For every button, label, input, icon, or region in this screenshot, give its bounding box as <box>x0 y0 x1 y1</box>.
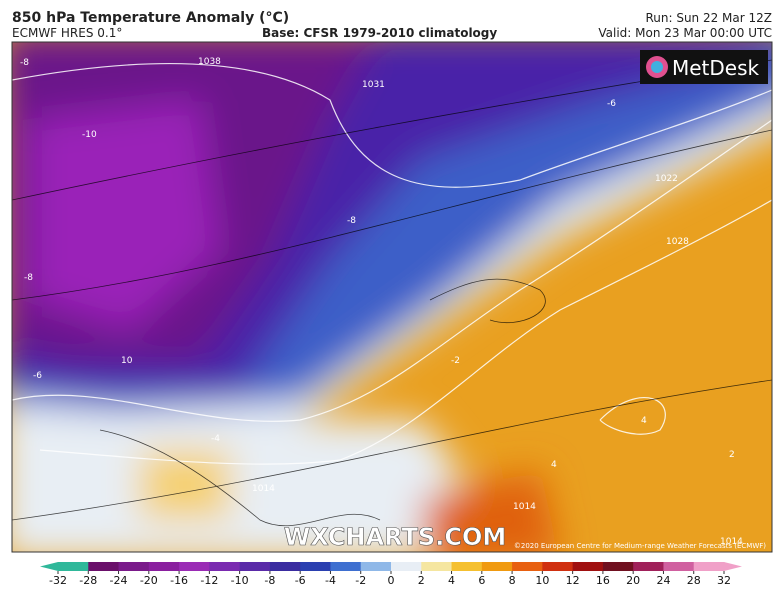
colorbar-tick-label: 4 <box>448 574 455 587</box>
colorbar-tick-label: 32 <box>717 574 731 587</box>
contour-label: -8 <box>24 273 33 283</box>
colorbar-segment <box>179 562 210 571</box>
contour-label: -2 <box>451 356 460 366</box>
title: 850 hPa Temperature Anomaly (°C) <box>12 10 289 26</box>
colorbar-segment <box>451 562 483 571</box>
colorbar-tick-label: -6 <box>295 574 306 587</box>
colorbar-tick-label: 6 <box>478 574 485 587</box>
colorbar-segment <box>148 562 180 571</box>
colorbar-segment <box>330 562 362 571</box>
colorbar-segment <box>269 562 301 571</box>
contour-label: 4 <box>641 416 647 426</box>
map-frame <box>11 41 773 553</box>
colorbar-segment <box>118 562 150 571</box>
valid: Valid: Mon 23 Mar 00:00 UTC <box>598 26 772 40</box>
contour-label: -6 <box>607 99 616 109</box>
base: Base: CFSR 1979-2010 climatology <box>262 26 497 40</box>
colorbar-tick-label: -32 <box>49 574 67 587</box>
contour-label: 1031 <box>362 80 385 90</box>
colorbar-tick-label: -10 <box>231 574 249 587</box>
contour-label: 10 <box>121 356 133 366</box>
contour-label: -10 <box>82 130 97 140</box>
colorbar-segment <box>663 562 695 571</box>
colorbar-segment <box>421 562 453 571</box>
colorbar-tick-label: -16 <box>170 574 188 587</box>
colorbar-tick-label: 0 <box>388 574 395 587</box>
contour-label: -8 <box>20 58 29 68</box>
contour-label: 1038 <box>198 57 221 67</box>
colorbar-tick-label: 16 <box>596 574 610 587</box>
contour-label: 2 <box>729 450 735 460</box>
colorbar-tick-label: 28 <box>687 574 701 587</box>
map <box>12 42 772 552</box>
colorbar-tick-label: -12 <box>200 574 218 587</box>
colorbar-tick-label: 8 <box>509 574 516 587</box>
colorbar-segment <box>391 562 422 571</box>
colorbar-tick-label: -24 <box>110 574 128 587</box>
colorbar-segment <box>88 562 120 571</box>
colorbar-end <box>724 562 742 571</box>
colorbar-tick-label: 24 <box>656 574 670 587</box>
colorbar-segment <box>239 562 271 571</box>
colorbar-segment <box>58 562 89 571</box>
contour-label: -4 <box>211 434 220 444</box>
colorbar-tick-label: -8 <box>264 574 275 587</box>
colorbar-segment <box>602 562 634 571</box>
colorbar-segment <box>360 562 392 571</box>
colorbar-tick-label: -2 <box>355 574 366 587</box>
colorbar-tick-label: -20 <box>140 574 158 587</box>
colorbar-segment <box>300 562 331 571</box>
colorbar-tick-label: -28 <box>79 574 97 587</box>
contour-label: 1014 <box>513 502 536 512</box>
contour-label: 1014 <box>252 484 275 494</box>
credit: ©2020 European Centre for Medium-range W… <box>514 542 766 550</box>
contour-label: 1022 <box>655 174 678 184</box>
logo: MetDesk <box>672 56 760 80</box>
colorbar-segment <box>481 562 513 571</box>
contour-label: -8 <box>347 216 356 226</box>
colorbar-tick-label: 12 <box>566 574 580 587</box>
colorbar-segment <box>572 562 604 571</box>
colorbar-segment <box>633 562 664 571</box>
contour-label: 1028 <box>666 237 689 247</box>
contour-label: -6 <box>33 371 42 381</box>
colorbar-tick-label: 20 <box>626 574 640 587</box>
colorbar-segment <box>542 562 574 571</box>
colorbar-segment <box>693 562 725 571</box>
colorbar-segment <box>512 562 543 571</box>
colorbar-tick-label: 2 <box>418 574 425 587</box>
colorbar-segment <box>209 562 241 571</box>
model: ECMWF HRES 0.1° <box>12 26 122 40</box>
run: Run: Sun 22 Mar 12Z <box>645 11 772 25</box>
contour-label: 4 <box>551 460 557 470</box>
watermark: WXCHARTS.COM <box>284 523 506 551</box>
colorbar-end <box>40 562 58 571</box>
contour-label: 1014 <box>720 537 743 547</box>
colorbar-tick-label: 10 <box>535 574 549 587</box>
colorbar-tick-label: -4 <box>325 574 336 587</box>
